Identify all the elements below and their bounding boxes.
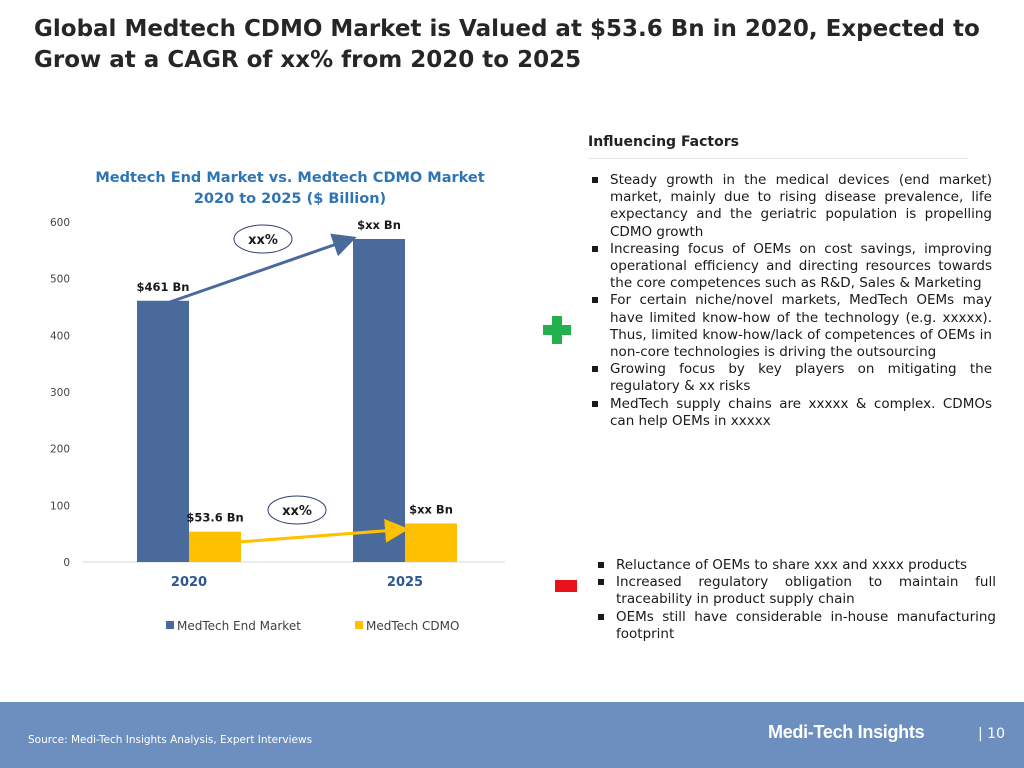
page-title: Global Medtech CDMO Market is Valued at … xyxy=(34,16,980,73)
restraint-item: Increased regulatory obligation to maint… xyxy=(596,574,996,608)
chart-title-line: Medtech End Market vs. Medtech CDMO Mark… xyxy=(95,170,485,186)
bar-cdmo-2025 xyxy=(405,523,457,562)
minus-icon xyxy=(555,580,577,592)
y-tick-label: 500 xyxy=(50,274,70,286)
cagr-label: xx% xyxy=(248,233,278,248)
y-tick-label: 600 xyxy=(50,217,70,229)
data-label: $xx Bn xyxy=(357,218,401,232)
y-tick-label: 400 xyxy=(50,330,70,342)
y-tick-label: 0 xyxy=(63,557,70,569)
factors-heading: Influencing Factors xyxy=(588,134,739,150)
factors-divider xyxy=(588,158,968,159)
data-label: $53.6 Bn xyxy=(186,511,243,525)
y-tick-label: 200 xyxy=(50,444,70,456)
cagr-oval xyxy=(233,224,293,254)
x-tick-label: 2025 xyxy=(387,575,423,590)
restraint-item: Reluctance of OEMs to share xxx and xxxx… xyxy=(596,557,996,574)
brand-logo: Medi-Tech Insights xyxy=(768,722,925,742)
growth-arrow xyxy=(216,518,409,546)
chart-title: Medtech End Market vs. Medtech CDMO Mark… xyxy=(60,168,520,210)
drivers-list: Steady growth in the medical devices (en… xyxy=(590,172,992,430)
bar-end-market-2020 xyxy=(137,300,189,562)
legend-label: MedTech End Market xyxy=(177,619,301,633)
restraints-list: Reluctance of OEMs to share xxx and xxxx… xyxy=(596,557,996,643)
page-number: | 10 xyxy=(978,726,1005,742)
source-note: Source: Medi-Tech Insights Analysis, Exp… xyxy=(28,734,313,746)
bar-chart: 0 100 200 300 400 500 600 $461 Bn $xx Bn $53.6 Bn… xyxy=(50,217,505,633)
driver-item: Growing focus by key players on mitigati… xyxy=(590,361,992,395)
legend-label: MedTech CDMO xyxy=(366,619,459,633)
driver-item: Increasing focus of OEMs on cost savings… xyxy=(590,241,992,293)
restraint-item: OEMs still have considerable in-house ma… xyxy=(596,609,996,643)
growth-arrow xyxy=(164,233,357,306)
data-label: $461 Bn xyxy=(137,280,190,294)
data-label: $xx Bn xyxy=(409,502,453,516)
driver-item: For certain niche/novel markets, MedTech… xyxy=(590,292,992,361)
bar-end-market-2025 xyxy=(353,239,405,562)
cagr-oval xyxy=(267,495,327,525)
driver-item: Steady growth in the medical devices (en… xyxy=(590,172,992,241)
driver-item: MedTech supply chains are xxxxx & comple… xyxy=(590,396,992,430)
footer-bar: Source: Medi-Tech Insights Analysis, Exp… xyxy=(0,702,1024,768)
x-tick-label: 2020 xyxy=(171,575,207,590)
plus-icon xyxy=(543,316,571,344)
cagr-label: xx% xyxy=(282,504,312,519)
legend-swatch xyxy=(166,621,174,629)
bar-cdmo-2020 xyxy=(189,531,241,562)
legend-swatch xyxy=(355,621,363,629)
y-tick-label: 300 xyxy=(50,387,70,399)
chart-subtitle: 2020 to 2025 ($ Billion) xyxy=(193,191,387,207)
y-tick-label: 100 xyxy=(50,500,70,512)
